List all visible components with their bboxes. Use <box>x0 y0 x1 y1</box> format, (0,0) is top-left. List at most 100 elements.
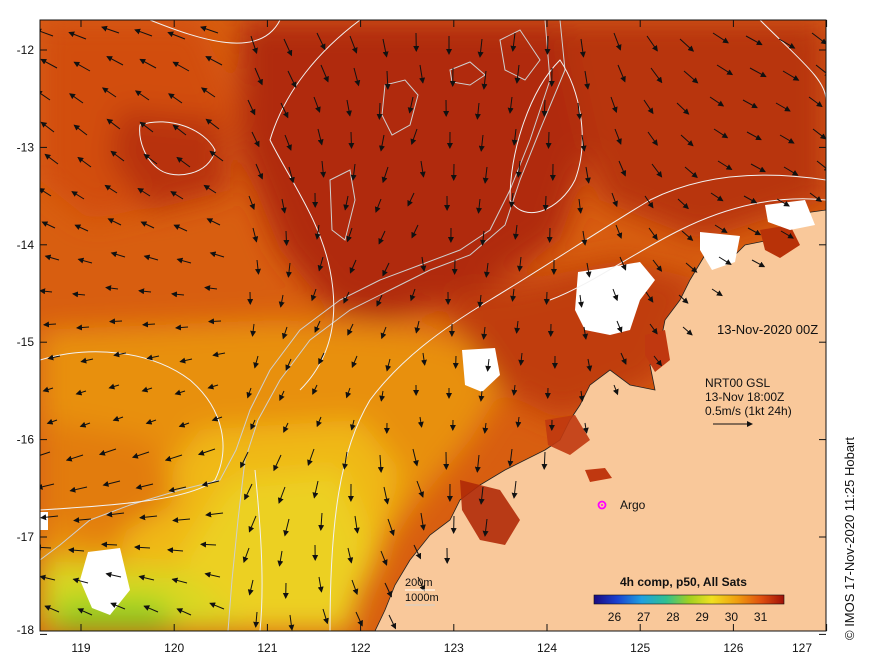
current-arrow <box>545 131 552 149</box>
current-arrow <box>46 418 58 425</box>
current-arrow <box>71 191 85 200</box>
current-arrow <box>419 160 426 178</box>
current-arrow <box>208 318 222 325</box>
current-arrow <box>347 547 354 564</box>
current-arrow <box>102 480 121 487</box>
current-arrow <box>101 25 120 34</box>
current-arrow <box>40 58 58 69</box>
current-arrow <box>613 32 622 51</box>
current-arrow <box>44 254 60 261</box>
current-arrow <box>716 64 734 76</box>
current-arrow <box>212 351 226 358</box>
current-arrow <box>512 224 519 240</box>
current-arrow <box>680 134 694 147</box>
current-arrow <box>176 608 192 616</box>
current-arrow <box>718 256 732 265</box>
current-arrow <box>350 163 357 181</box>
current-arrow <box>776 198 790 207</box>
current-arrow <box>416 480 424 498</box>
current-arrow <box>811 32 826 45</box>
current-arrow <box>283 422 289 433</box>
current-arrow <box>677 198 689 210</box>
current-arrow <box>614 128 622 145</box>
current-arrow <box>377 454 384 473</box>
current-arrow <box>73 61 91 72</box>
current-arrow <box>44 605 60 613</box>
current-arrow <box>68 31 87 40</box>
current-arrow <box>678 294 689 304</box>
current-arrow <box>318 512 325 531</box>
current-arrow <box>477 38 484 58</box>
current-arrow <box>474 454 481 473</box>
current-arrow <box>618 160 627 177</box>
y-tick-label: -17 <box>17 530 35 544</box>
current-arrow <box>379 390 386 402</box>
current-arrow <box>106 56 124 66</box>
current-arrow <box>77 608 93 616</box>
current-arrow <box>143 254 159 261</box>
current-arrow <box>381 166 389 184</box>
current-arrow <box>109 318 123 325</box>
current-arrow <box>207 383 219 390</box>
current-arrow <box>209 251 225 258</box>
x-tick-label: 127 <box>792 641 812 655</box>
current-arrow <box>541 451 548 470</box>
current-arrow <box>507 96 514 114</box>
current-arrow <box>104 184 118 194</box>
current-arrow <box>141 386 153 393</box>
current-arrow <box>544 35 551 55</box>
current-arrow <box>138 574 155 581</box>
current-arrow <box>383 486 390 505</box>
x-tick-label: 122 <box>351 641 371 655</box>
current-arrow <box>168 93 183 104</box>
colorbar-tick-label: 26 <box>608 610 622 624</box>
current-arrow <box>378 230 386 245</box>
current-arrow <box>353 515 360 534</box>
current-arrow <box>201 480 220 487</box>
current-arrow <box>170 191 184 200</box>
current-arrow <box>586 358 593 372</box>
current-arrow <box>376 102 383 120</box>
current-arrow <box>351 579 359 596</box>
current-arrow <box>747 227 762 236</box>
x-tick-label: 124 <box>537 641 557 655</box>
current-arrow <box>783 166 799 176</box>
current-arrow <box>77 257 93 264</box>
current-arrow <box>511 128 518 146</box>
current-arrow <box>482 422 489 434</box>
current-arrow <box>384 582 392 598</box>
current-arrow <box>711 288 723 297</box>
current-arrow <box>345 387 352 399</box>
current-arrow <box>644 195 654 209</box>
current-arrow <box>171 577 188 584</box>
current-arrow <box>481 70 488 90</box>
current-arrow <box>385 358 392 372</box>
current-arrow <box>620 352 627 365</box>
current-arrow <box>380 550 388 566</box>
current-arrow <box>73 517 92 524</box>
current-arrow <box>353 67 361 87</box>
current-arrow <box>349 419 356 431</box>
current-arrow <box>647 131 658 146</box>
current-arrow <box>610 96 618 114</box>
current-arrow <box>98 448 117 456</box>
current-arrow <box>105 571 122 578</box>
current-arrow <box>616 320 623 334</box>
current-arrow <box>542 195 549 211</box>
current-arrow <box>477 294 484 308</box>
current-arrow <box>279 390 285 402</box>
current-arrow <box>775 102 791 112</box>
current-arrow <box>320 64 329 83</box>
current-arrow <box>72 577 89 584</box>
current-arrow <box>138 288 152 295</box>
y-tick-label: -13 <box>17 140 35 154</box>
current-arrow <box>240 451 249 469</box>
current-arrow <box>419 64 426 84</box>
current-arrow <box>105 285 119 292</box>
x-axis: 119 120 121 122 123 124 125 126 127 <box>71 20 828 655</box>
current-arrow <box>650 67 663 84</box>
current-arrow <box>110 602 126 610</box>
current-arrow <box>242 547 250 564</box>
current-arrow <box>204 571 221 578</box>
